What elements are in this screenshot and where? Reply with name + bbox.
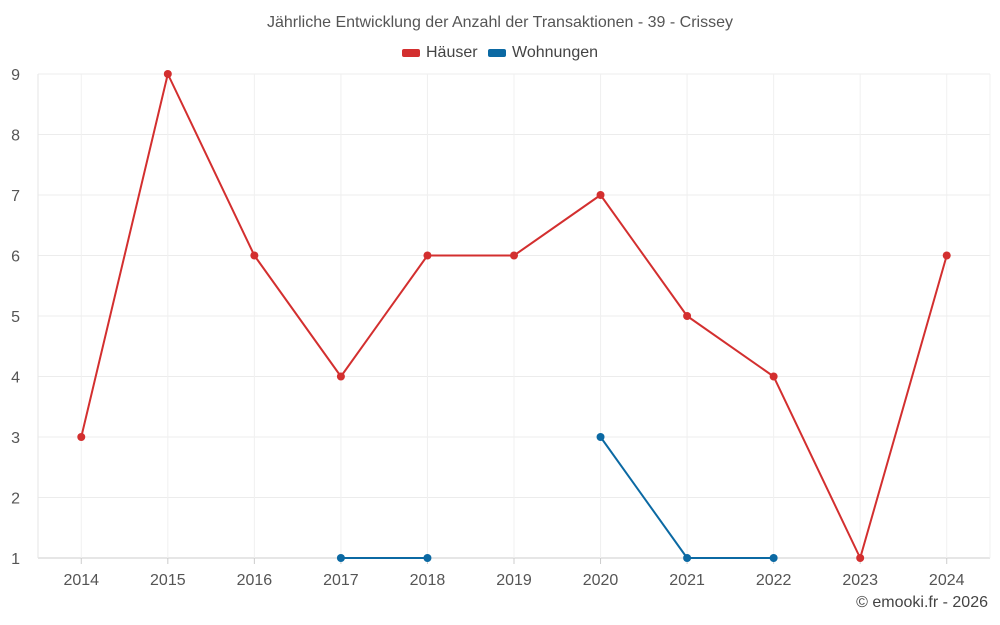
legend-item-haeuser[interactable]: Häuser bbox=[401, 44, 478, 62]
legend-label-haeuser: Häuser bbox=[425, 44, 478, 61]
copyright-text: © emooki.fr - 2026 bbox=[856, 594, 988, 611]
x-tick-label-2022: 2022 bbox=[756, 572, 792, 589]
y-tick-label-1: 1 bbox=[11, 551, 20, 568]
y-tick-label-6: 6 bbox=[11, 249, 20, 266]
y-tick-label-4: 4 bbox=[11, 370, 20, 387]
data-point-wohnungen-2018 bbox=[423, 554, 432, 562]
x-tick-label-2021: 2021 bbox=[669, 572, 705, 589]
y-tick-label-9: 9 bbox=[11, 67, 20, 84]
data-point-haeuser-2023 bbox=[856, 554, 865, 562]
x-tick-label-2017: 2017 bbox=[323, 572, 359, 589]
chart-title: Jährliche Entwicklung der Anzahl der Tra… bbox=[267, 14, 733, 31]
y-tick-label-7: 7 bbox=[11, 188, 20, 205]
x-tick-label-2016: 2016 bbox=[237, 572, 273, 589]
chart-legend: Häuser Wohnungen bbox=[0, 44, 1000, 62]
x-tick-label-2018: 2018 bbox=[410, 572, 446, 589]
data-point-wohnungen-2020 bbox=[596, 433, 605, 441]
data-point-haeuser-2015 bbox=[163, 70, 172, 78]
x-tick-label-2020: 2020 bbox=[583, 572, 619, 589]
x-tick-label-2014: 2014 bbox=[63, 572, 99, 589]
data-point-haeuser-2014 bbox=[77, 433, 86, 441]
y-tick-label-5: 5 bbox=[11, 309, 20, 326]
x-tick-label-2024: 2024 bbox=[929, 572, 965, 589]
y-tick-label-2: 2 bbox=[11, 491, 20, 508]
data-point-haeuser-2017 bbox=[336, 372, 345, 381]
data-point-haeuser-2020 bbox=[596, 191, 605, 199]
legend-label-wohnungen: Wohnungen bbox=[512, 44, 599, 61]
data-point-wohnungen-2017 bbox=[336, 554, 345, 562]
x-tick-label-2023: 2023 bbox=[842, 572, 878, 589]
y-tick-label-8: 8 bbox=[11, 128, 20, 145]
data-point-haeuser-2022 bbox=[769, 372, 778, 381]
legend-swatch-haeuser bbox=[401, 49, 420, 57]
y-tick-label-3: 3 bbox=[11, 430, 20, 447]
data-point-haeuser-2021 bbox=[683, 312, 692, 320]
data-point-haeuser-2019 bbox=[510, 251, 518, 260]
data-point-haeuser-2018 bbox=[423, 251, 432, 260]
data-point-haeuser-2016 bbox=[250, 251, 259, 260]
legend-swatch-wohnungen bbox=[488, 49, 507, 57]
data-point-wohnungen-2021 bbox=[683, 554, 692, 562]
legend-item-wohnungen[interactable]: Wohnungen bbox=[488, 44, 598, 62]
x-tick-label-2015: 2015 bbox=[150, 572, 186, 589]
x-tick-label-2019: 2019 bbox=[496, 572, 532, 589]
data-point-wohnungen-2022 bbox=[769, 554, 778, 562]
data-point-haeuser-2024 bbox=[942, 251, 951, 260]
